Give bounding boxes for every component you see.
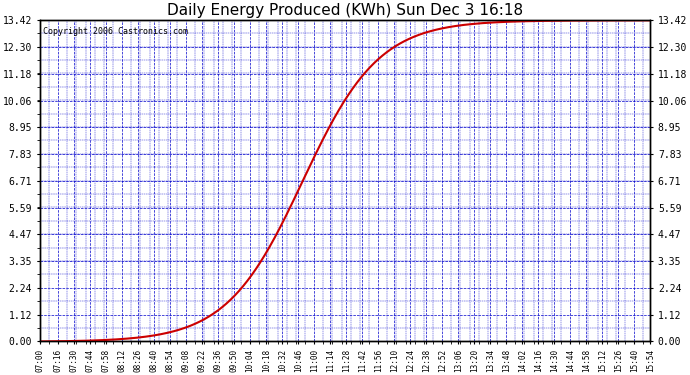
Title: Daily Energy Produced (KWh) Sun Dec 3 16:18: Daily Energy Produced (KWh) Sun Dec 3 16…: [167, 3, 523, 18]
Text: Copyright 2006 Castronics.com: Copyright 2006 Castronics.com: [43, 27, 188, 36]
